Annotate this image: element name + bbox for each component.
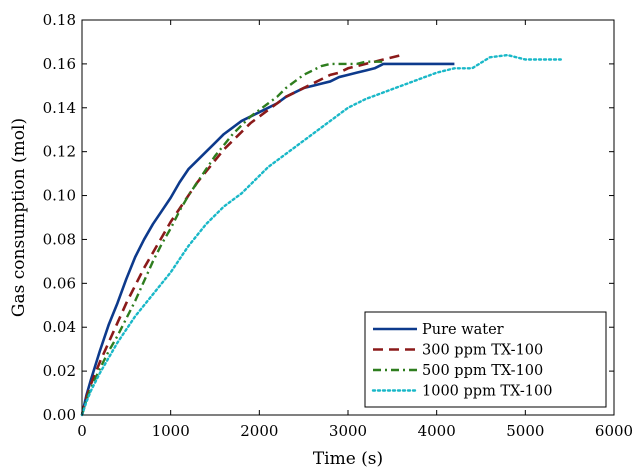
legend-label-1: Pure water bbox=[422, 322, 504, 338]
x-axis-title: Time (s) bbox=[313, 449, 383, 469]
y-tick-label: 0.00 bbox=[43, 406, 76, 424]
series-line-4 bbox=[80, 53, 562, 417]
x-axis: 0 1000 2000 3000 4000 5000 6000 bbox=[77, 20, 633, 440]
x-tick-label: 4000 bbox=[418, 422, 456, 440]
x-tick-label: 3000 bbox=[329, 422, 367, 440]
x-tick-label: 2000 bbox=[240, 422, 278, 440]
y-tick-label: 0.14 bbox=[43, 99, 76, 117]
legend-label-2: 300 ppm TX-100 bbox=[422, 343, 543, 359]
series-line-3 bbox=[80, 60, 384, 416]
legend-label-3: 500 ppm TX-100 bbox=[422, 363, 543, 379]
y-axis-title: Gas consumption (mol) bbox=[9, 118, 29, 317]
y-tick-label: 0.10 bbox=[43, 187, 76, 205]
y-tick-label: 0.04 bbox=[43, 318, 76, 336]
y-tick-label: 0.08 bbox=[43, 230, 76, 248]
x-tick-label: 1000 bbox=[152, 422, 190, 440]
x-tick-label: 0 bbox=[77, 422, 87, 440]
y-tick-label: 0.16 bbox=[43, 55, 76, 73]
legend: Pure water 300 ppm TX-100 500 ppm TX-100 10… bbox=[364, 311, 607, 408]
legend-label-4: 1000 ppm TX-100 bbox=[422, 384, 553, 400]
x-tick-label: 6000 bbox=[595, 422, 633, 440]
y-tick-label: 0.18 bbox=[43, 11, 76, 29]
x-tick-label: 5000 bbox=[506, 422, 544, 440]
y-tick-label: 0.12 bbox=[43, 143, 76, 161]
series-layer bbox=[80, 53, 562, 417]
series-line-2 bbox=[80, 53, 402, 416]
y-axis: 0.00 0.02 0.04 0.06 0.08 0.10 0.12 0.14 0.16 0.18 bbox=[43, 11, 614, 424]
y-tick-label: 0.02 bbox=[43, 362, 76, 380]
y-tick-label: 0.06 bbox=[43, 274, 76, 292]
